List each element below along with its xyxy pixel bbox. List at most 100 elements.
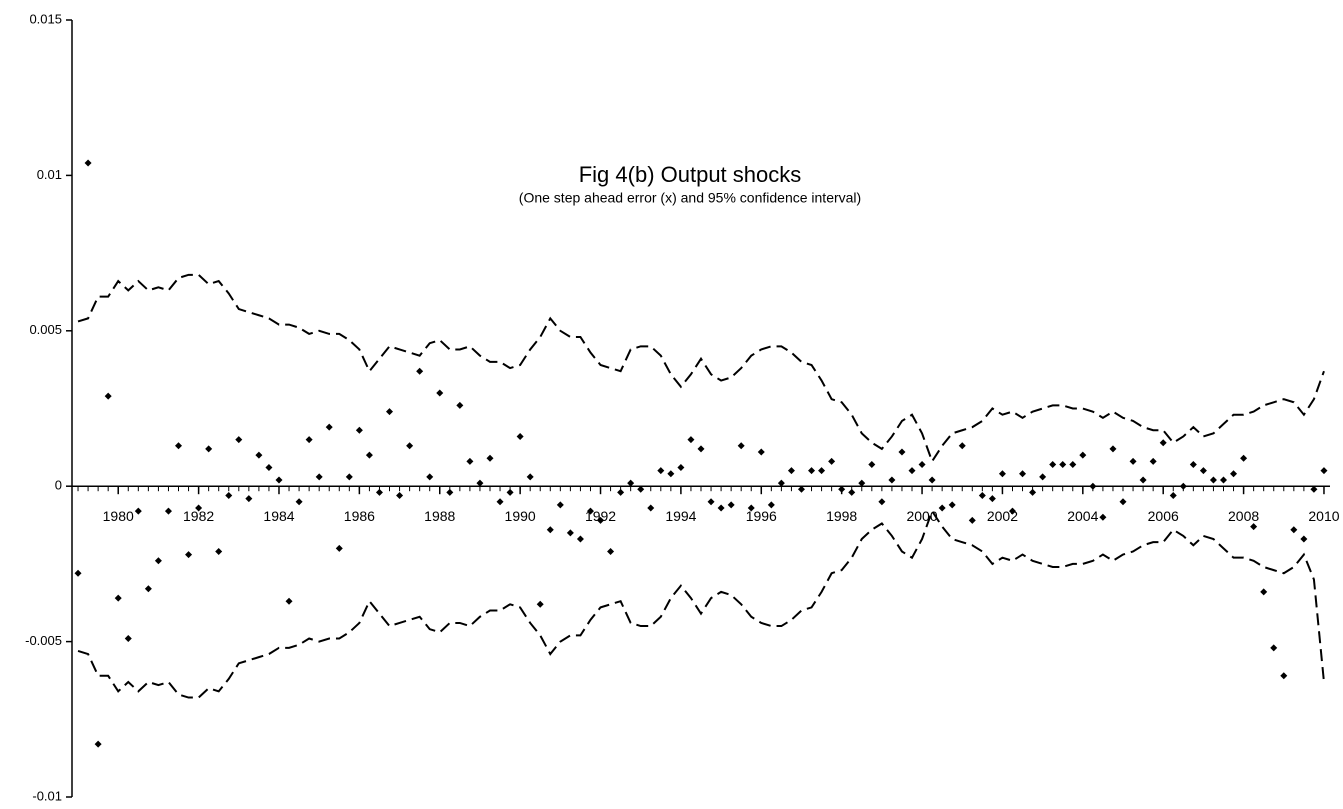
error-point	[767, 501, 775, 509]
y-tick-label: 0.01	[37, 167, 62, 182]
error-point	[586, 507, 594, 515]
error-point	[566, 529, 574, 537]
error-point	[687, 436, 695, 444]
error-point	[466, 457, 474, 465]
error-point	[1250, 523, 1258, 531]
error-point	[74, 569, 82, 577]
error-point	[1008, 507, 1016, 515]
error-point	[878, 498, 886, 506]
error-point	[225, 492, 233, 500]
error-point	[396, 492, 404, 500]
error-point	[637, 485, 645, 493]
x-tick-label: 1996	[746, 508, 777, 524]
error-point	[486, 454, 494, 462]
error-point	[647, 504, 655, 512]
error-point	[607, 547, 615, 555]
error-point	[386, 408, 394, 416]
error-point	[1179, 482, 1187, 490]
error-point	[617, 488, 625, 496]
error-point	[657, 467, 665, 475]
error-point	[406, 442, 414, 450]
error-point	[727, 501, 735, 509]
error-point	[1029, 488, 1037, 496]
error-point	[536, 600, 544, 608]
chart-subtitle: (One step ahead error (x) and 95% confid…	[519, 190, 861, 206]
error-point	[245, 495, 253, 503]
error-point	[124, 634, 132, 642]
error-point	[627, 479, 635, 487]
y-tick-label: -0.005	[25, 633, 62, 648]
error-point	[797, 485, 805, 493]
error-point	[717, 504, 725, 512]
error-point	[315, 473, 323, 481]
error-point	[1310, 485, 1318, 493]
error-point	[808, 467, 816, 475]
error-point	[1219, 476, 1227, 484]
error-point	[476, 479, 484, 487]
error-point	[1039, 473, 1047, 481]
error-point	[215, 547, 223, 555]
error-point	[1059, 460, 1067, 468]
error-point	[94, 740, 102, 748]
error-point	[84, 159, 92, 167]
error-point	[1280, 672, 1288, 680]
error-point	[195, 504, 203, 512]
x-tick-label: 1982	[183, 508, 214, 524]
error-point	[978, 492, 986, 500]
error-point	[175, 442, 183, 450]
error-point	[1240, 454, 1248, 462]
error-point	[265, 464, 273, 472]
error-point	[747, 504, 755, 512]
x-tick-label: 2008	[1228, 508, 1259, 524]
y-tick-label: -0.01	[32, 788, 62, 803]
confidence-line	[77, 508, 1325, 699]
y-tick-label: 0	[55, 478, 62, 493]
error-point	[576, 535, 584, 543]
error-point	[777, 479, 785, 487]
error-point	[1049, 460, 1057, 468]
error-point	[667, 470, 675, 478]
error-point	[295, 498, 303, 506]
error-point	[375, 488, 383, 496]
error-point	[114, 594, 122, 602]
error-point	[1129, 457, 1137, 465]
x-tick-label: 1990	[505, 508, 536, 524]
error-point	[828, 457, 836, 465]
error-point	[144, 585, 152, 593]
error-point	[787, 467, 795, 475]
error-point	[1019, 470, 1027, 478]
error-point	[928, 476, 936, 484]
error-point	[1109, 445, 1117, 453]
error-point	[325, 423, 333, 431]
x-tick-label: 2010	[1308, 508, 1339, 524]
error-point	[436, 389, 444, 397]
error-point	[1189, 460, 1197, 468]
error-point	[1230, 470, 1238, 478]
error-point	[506, 488, 514, 496]
error-point	[335, 544, 343, 552]
error-point	[456, 401, 464, 409]
x-tick-label: 2004	[1067, 508, 1098, 524]
error-point	[838, 485, 846, 493]
error-point	[1149, 457, 1157, 465]
error-point	[1169, 492, 1177, 500]
x-tick-label: 1988	[424, 508, 455, 524]
error-point	[958, 442, 966, 450]
x-tick-label: 1986	[344, 508, 375, 524]
error-point	[1099, 513, 1107, 521]
error-point	[908, 467, 916, 475]
error-point	[868, 460, 876, 468]
x-tick-label: 1980	[103, 508, 134, 524]
error-point	[496, 498, 504, 506]
error-point	[426, 473, 434, 481]
y-tick-label: 0.005	[29, 322, 62, 337]
error-point	[526, 473, 534, 481]
error-point	[1209, 476, 1217, 484]
error-point	[1290, 526, 1298, 534]
error-point	[104, 392, 112, 400]
error-point	[235, 436, 243, 444]
error-point	[858, 479, 866, 487]
error-point	[556, 501, 564, 509]
error-point	[546, 526, 554, 534]
error-point	[1159, 439, 1167, 447]
